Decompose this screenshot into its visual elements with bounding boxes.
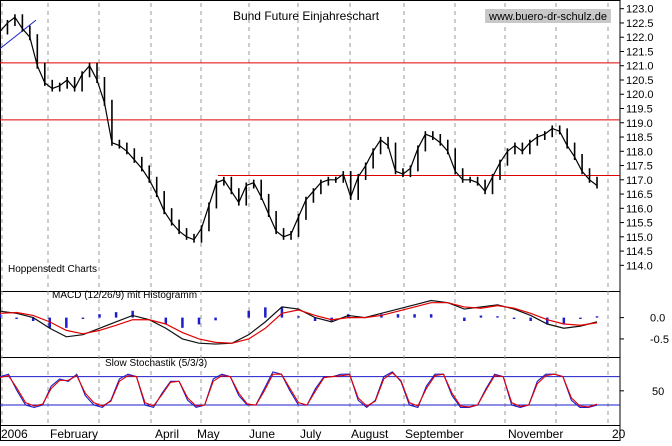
y-tick-label: 121.0 — [626, 61, 654, 73]
y-tick-label: 115.0 — [626, 232, 653, 244]
watermark-box — [485, 9, 611, 23]
y-tick-label: 116.5 — [626, 189, 653, 201]
chart-title: Bund Future Einjahreschart — [233, 9, 380, 23]
y-tick-label: 115.5 — [626, 218, 653, 230]
x-tick-label: November — [508, 427, 563, 441]
macd-line-signal — [0, 302, 598, 344]
source-note: Hoppenstedt Charts — [8, 264, 97, 275]
y-tick-label: 122.0 — [626, 32, 654, 44]
stochastic-line-pct-k — [0, 371, 598, 409]
y-tick-label: 0.0 — [650, 313, 665, 325]
y-tick-label: 117.0 — [626, 175, 653, 187]
y-tick-label: 114.5 — [626, 246, 653, 258]
y-tick-label: 119.5 — [626, 104, 653, 116]
watermark-text: www.buero-dr-schulz.de — [488, 11, 607, 23]
y-tick-label: 114.0 — [626, 260, 653, 272]
x-tick-label: June — [249, 427, 275, 441]
y-tick-label: 120.5 — [626, 75, 654, 87]
x-tick-label: February — [50, 427, 98, 441]
y-tick-label: 116.0 — [626, 203, 653, 215]
price-line — [0, 16, 598, 241]
y-tick-label: 123.0 — [626, 4, 654, 16]
y-tick-label: 121.5 — [626, 46, 654, 58]
y-tick-label: 118.0 — [626, 146, 653, 158]
stochastic-title: Slow Stochastik (5/3/3) — [105, 358, 207, 369]
x-tick-label: September — [405, 427, 464, 441]
x-tick-label: August — [351, 427, 389, 441]
x-tick-label: May — [197, 427, 220, 441]
x-tick-label: April — [155, 427, 179, 441]
macd-line-macd — [0, 299, 598, 345]
x-tick-label: 20 — [612, 427, 626, 441]
x-tick-label: July — [300, 427, 321, 441]
x-tick-label: 2006 — [1, 427, 28, 441]
macd-title: MACD (12/26/9) mit Histogramm — [52, 290, 197, 301]
trendline — [0, 19, 37, 50]
y-tick-label: 119.0 — [626, 118, 653, 130]
y-tick-label: 118.5 — [626, 132, 653, 144]
stochastic-line-pct-d — [0, 372, 598, 408]
y-tick-label: 50 — [652, 386, 664, 398]
y-tick-label: 122.5 — [626, 18, 654, 30]
y-tick-label: 120.0 — [626, 89, 654, 101]
y-tick-label: -0.5 — [650, 334, 669, 346]
y-tick-label: 117.5 — [626, 161, 653, 173]
